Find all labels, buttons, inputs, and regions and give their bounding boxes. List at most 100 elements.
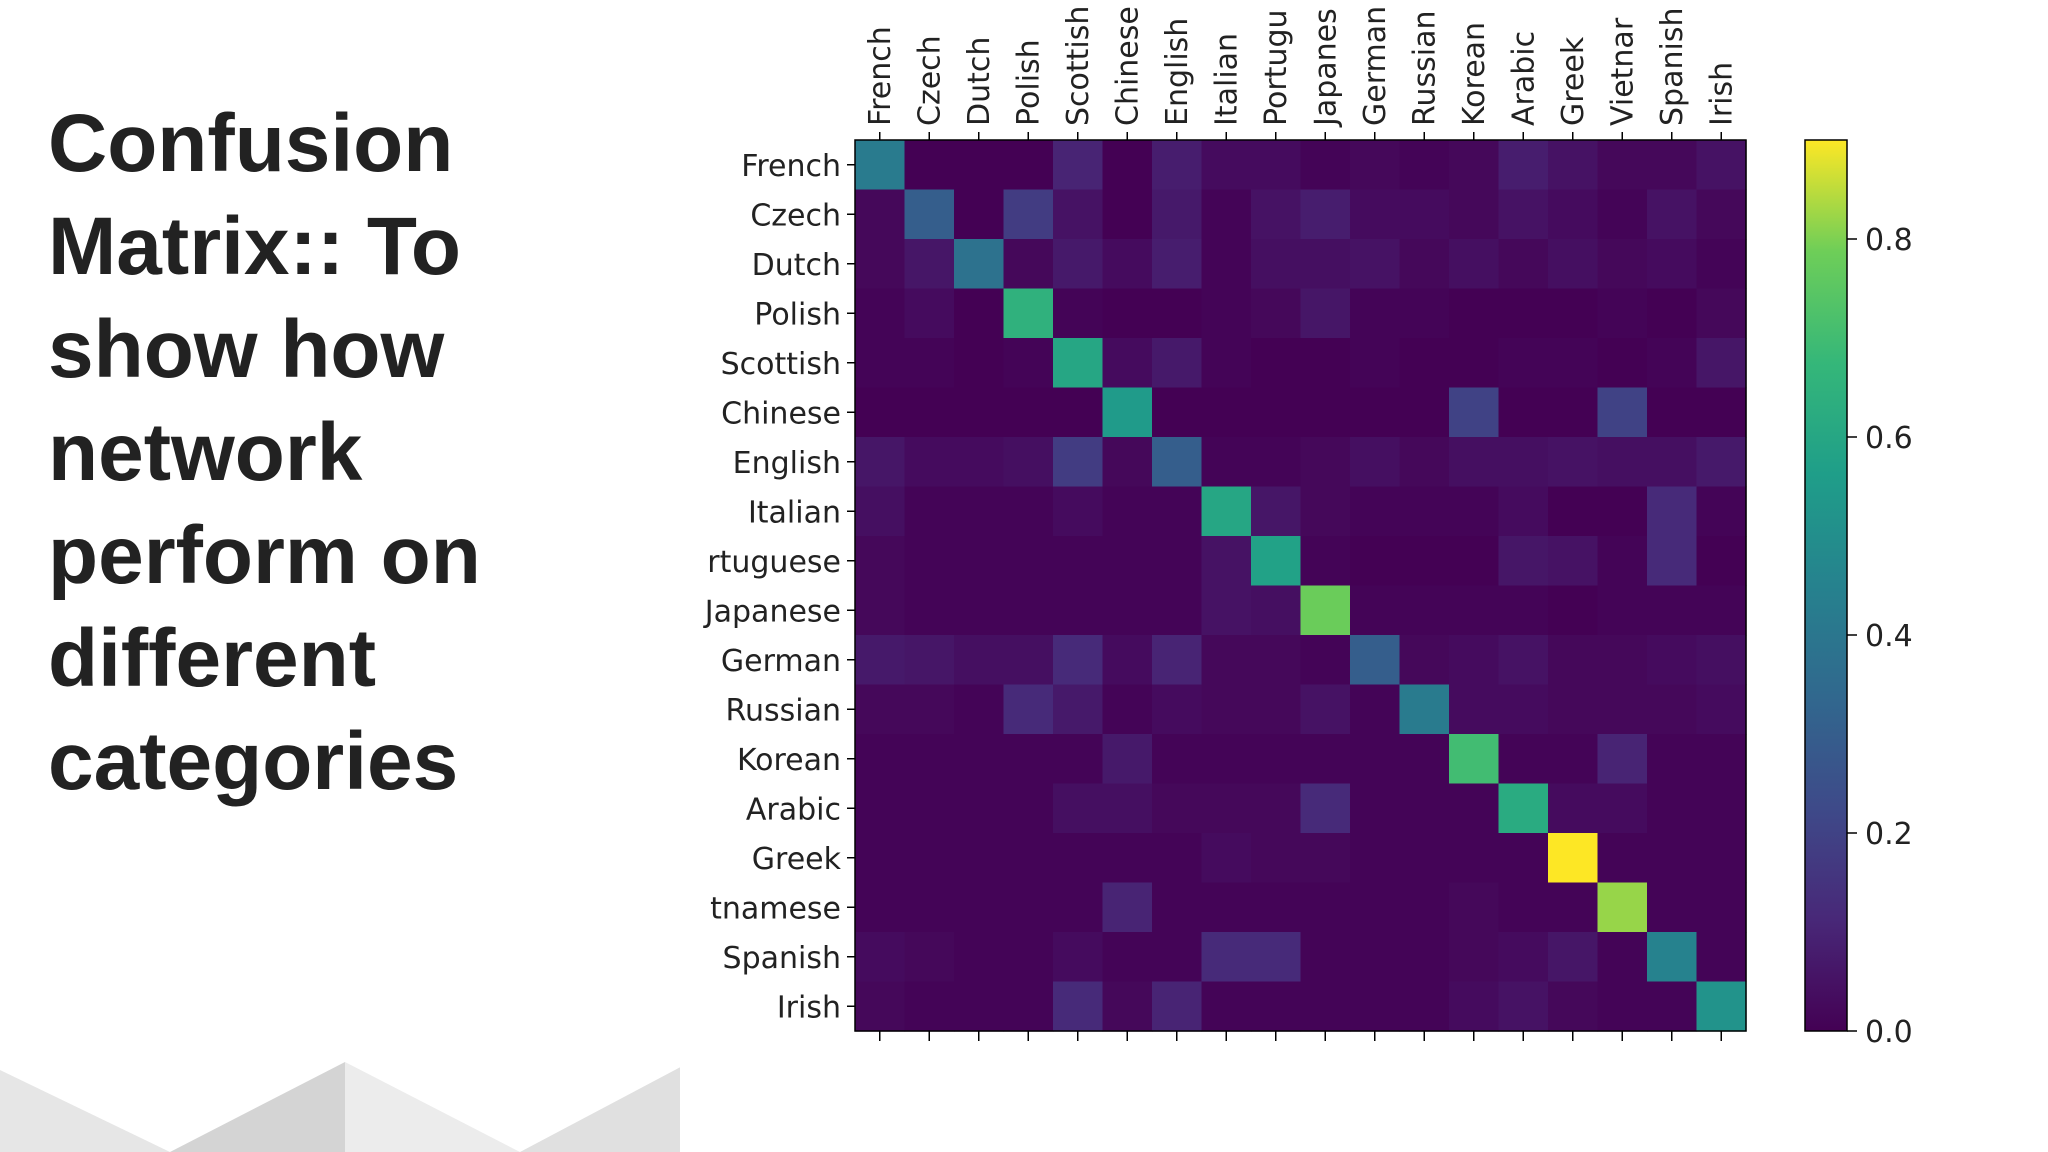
matrix-cell — [904, 783, 955, 834]
matrix-cell — [1102, 239, 1153, 290]
matrix-cell — [1053, 585, 1104, 636]
matrix-cell — [1597, 932, 1648, 983]
matrix-cell — [1300, 882, 1351, 933]
matrix-cell — [855, 684, 906, 735]
matrix-cell — [1350, 140, 1401, 191]
matrix-cell — [954, 239, 1005, 290]
matrix-cell — [1300, 734, 1351, 785]
matrix-cell — [1350, 189, 1401, 240]
matrix-cell — [1003, 437, 1054, 488]
matrix-cell — [1003, 387, 1054, 438]
row-label: Spanish — [723, 941, 841, 976]
matrix-cell — [904, 239, 955, 290]
row-label: Korean — [737, 743, 841, 778]
matrix-cell — [1201, 981, 1252, 1032]
matrix-cell — [855, 140, 906, 191]
matrix-cell — [1003, 288, 1054, 339]
col-label: Czech — [912, 35, 947, 126]
matrix-cell — [855, 536, 906, 587]
matrix-cell — [1053, 486, 1104, 537]
matrix-cell — [1102, 932, 1153, 983]
matrix-cell — [1498, 437, 1549, 488]
matrix-cell — [1696, 288, 1747, 339]
row-label: Japanese — [703, 594, 841, 629]
matrix-cell — [1696, 882, 1747, 933]
matrix-cell — [1102, 486, 1153, 537]
matrix-cell — [1498, 536, 1549, 587]
matrix-cell — [1449, 536, 1500, 587]
matrix-cell — [1102, 189, 1153, 240]
matrix-cell — [1251, 932, 1302, 983]
matrix-cell — [1449, 932, 1500, 983]
colorbar-tick-label: 0.6 — [1865, 421, 1913, 456]
matrix-cell — [1350, 783, 1401, 834]
matrix-cell — [855, 734, 906, 785]
row-label: German — [721, 644, 841, 679]
matrix-cell — [1498, 288, 1549, 339]
matrix-cell — [1399, 239, 1450, 290]
matrix-cell — [1102, 783, 1153, 834]
matrix-cell — [1449, 734, 1500, 785]
matrix-cell — [1152, 486, 1203, 537]
colorbar-tick-label: 0.4 — [1865, 619, 1913, 654]
matrix-cell — [1300, 189, 1351, 240]
matrix-cell — [1251, 536, 1302, 587]
matrix-cell — [1300, 981, 1351, 1032]
matrix-cell — [904, 684, 955, 735]
matrix-cell — [954, 833, 1005, 884]
col-label: Italian — [1209, 33, 1244, 126]
matrix-cell — [1399, 635, 1450, 686]
matrix-cell — [1152, 981, 1203, 1032]
matrix-cell — [855, 882, 906, 933]
col-label: Greek — [1556, 36, 1591, 126]
col-label: Russian — [1407, 10, 1442, 126]
matrix-cell — [1053, 833, 1104, 884]
matrix-cell — [1152, 684, 1203, 735]
matrix-cell — [1102, 981, 1153, 1032]
matrix-cell — [1597, 635, 1648, 686]
matrix-cell — [1647, 734, 1698, 785]
matrix-cell — [1696, 140, 1747, 191]
matrix-cell — [1201, 833, 1252, 884]
matrix-cell — [1003, 932, 1054, 983]
colorbar-tick-label: 0.0 — [1865, 1015, 1913, 1050]
matrix-cell — [1003, 734, 1054, 785]
matrix-cell — [904, 387, 955, 438]
matrix-cell — [1399, 585, 1450, 636]
matrix-cell — [1696, 585, 1747, 636]
col-label: French — [863, 26, 898, 126]
matrix-cell — [1399, 288, 1450, 339]
matrix-cell — [1300, 684, 1351, 735]
colorbar — [1804, 139, 1848, 1032]
matrix-cell — [1696, 387, 1747, 438]
row-label: tnamese — [710, 891, 841, 926]
matrix-cell — [1152, 882, 1203, 933]
matrix-cell — [904, 189, 955, 240]
matrix-cell — [1449, 833, 1500, 884]
matrix-cell — [1350, 882, 1401, 933]
matrix-cell — [855, 288, 906, 339]
matrix-cell — [1696, 981, 1747, 1032]
matrix-cell — [904, 288, 955, 339]
matrix-cell — [1152, 387, 1203, 438]
matrix-cell — [1696, 239, 1747, 290]
matrix-cell — [1053, 189, 1104, 240]
matrix-cell — [1053, 635, 1104, 686]
matrix-cell — [1597, 437, 1648, 488]
matrix-cell — [1300, 783, 1351, 834]
matrix-cell — [1300, 635, 1351, 686]
matrix-cell — [954, 635, 1005, 686]
matrix-cell — [1399, 486, 1450, 537]
matrix-cell — [1597, 239, 1648, 290]
matrix-cell — [1201, 734, 1252, 785]
matrix-cell — [1300, 437, 1351, 488]
matrix-cell — [1152, 338, 1203, 389]
matrix-cell — [1003, 585, 1054, 636]
row-label: Irish — [777, 990, 841, 1025]
matrix-cell — [1201, 338, 1252, 389]
col-label: Vietnar — [1605, 17, 1640, 126]
matrix-cell — [1251, 387, 1302, 438]
matrix-cell — [1548, 486, 1599, 537]
matrix-cell — [1399, 189, 1450, 240]
matrix-cell — [1300, 140, 1351, 191]
